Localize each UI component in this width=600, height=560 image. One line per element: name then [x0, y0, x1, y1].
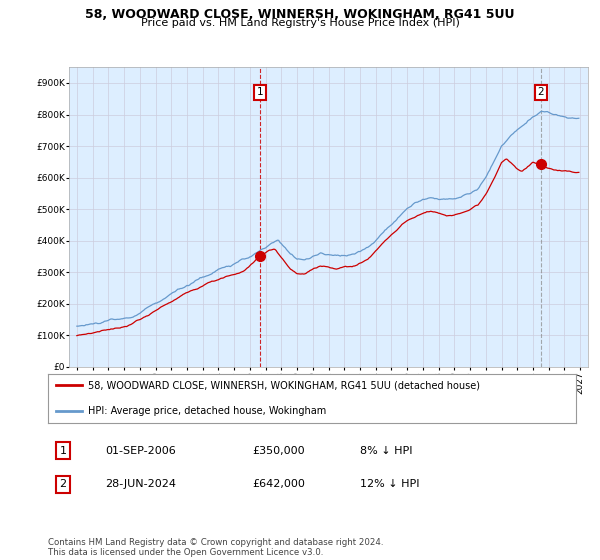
Text: £642,000: £642,000 — [252, 479, 305, 489]
Text: 8% ↓ HPI: 8% ↓ HPI — [360, 446, 413, 456]
Text: Contains HM Land Registry data © Crown copyright and database right 2024.
This d: Contains HM Land Registry data © Crown c… — [48, 538, 383, 557]
Text: 01-SEP-2006: 01-SEP-2006 — [105, 446, 176, 456]
Text: 58, WOODWARD CLOSE, WINNERSH, WOKINGHAM, RG41 5UU (detached house): 58, WOODWARD CLOSE, WINNERSH, WOKINGHAM,… — [88, 380, 479, 390]
Text: 2: 2 — [59, 479, 67, 489]
Text: £350,000: £350,000 — [252, 446, 305, 456]
Text: 1: 1 — [257, 87, 264, 97]
Text: 58, WOODWARD CLOSE, WINNERSH, WOKINGHAM, RG41 5UU: 58, WOODWARD CLOSE, WINNERSH, WOKINGHAM,… — [85, 8, 515, 21]
Text: 2: 2 — [538, 87, 544, 97]
Text: 28-JUN-2024: 28-JUN-2024 — [105, 479, 176, 489]
Text: HPI: Average price, detached house, Wokingham: HPI: Average price, detached house, Woki… — [88, 406, 326, 416]
Text: 1: 1 — [59, 446, 67, 456]
Text: 12% ↓ HPI: 12% ↓ HPI — [360, 479, 419, 489]
Text: Price paid vs. HM Land Registry's House Price Index (HPI): Price paid vs. HM Land Registry's House … — [140, 18, 460, 29]
